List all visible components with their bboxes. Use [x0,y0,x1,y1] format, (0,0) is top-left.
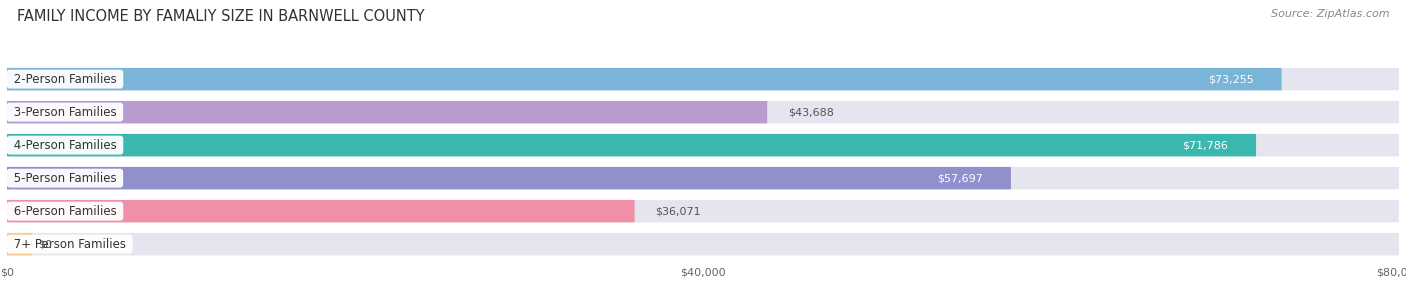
FancyBboxPatch shape [7,101,1399,123]
Text: $0: $0 [38,239,52,249]
Text: 2-Person Families: 2-Person Families [10,73,121,86]
FancyBboxPatch shape [7,68,1399,90]
Text: 4-Person Families: 4-Person Families [10,139,121,152]
FancyBboxPatch shape [7,233,1399,255]
FancyBboxPatch shape [7,167,1399,189]
FancyBboxPatch shape [7,101,768,123]
FancyBboxPatch shape [7,68,1282,90]
FancyBboxPatch shape [7,200,1399,222]
Text: $43,688: $43,688 [787,107,834,117]
Text: $57,697: $57,697 [938,173,983,183]
FancyBboxPatch shape [7,134,1399,156]
Text: 5-Person Families: 5-Person Families [10,172,120,185]
Text: FAMILY INCOME BY FAMALIY SIZE IN BARNWELL COUNTY: FAMILY INCOME BY FAMALIY SIZE IN BARNWEL… [17,9,425,24]
Text: $73,255: $73,255 [1208,74,1254,84]
Text: Source: ZipAtlas.com: Source: ZipAtlas.com [1271,9,1389,19]
Text: 6-Person Families: 6-Person Families [10,205,121,218]
Text: 3-Person Families: 3-Person Families [10,106,120,119]
FancyBboxPatch shape [7,200,634,222]
FancyBboxPatch shape [7,134,1256,156]
FancyBboxPatch shape [7,233,32,255]
Text: 7+ Person Families: 7+ Person Families [10,238,129,251]
FancyBboxPatch shape [7,167,1011,189]
Text: $36,071: $36,071 [655,206,702,216]
Text: $71,786: $71,786 [1182,140,1229,150]
